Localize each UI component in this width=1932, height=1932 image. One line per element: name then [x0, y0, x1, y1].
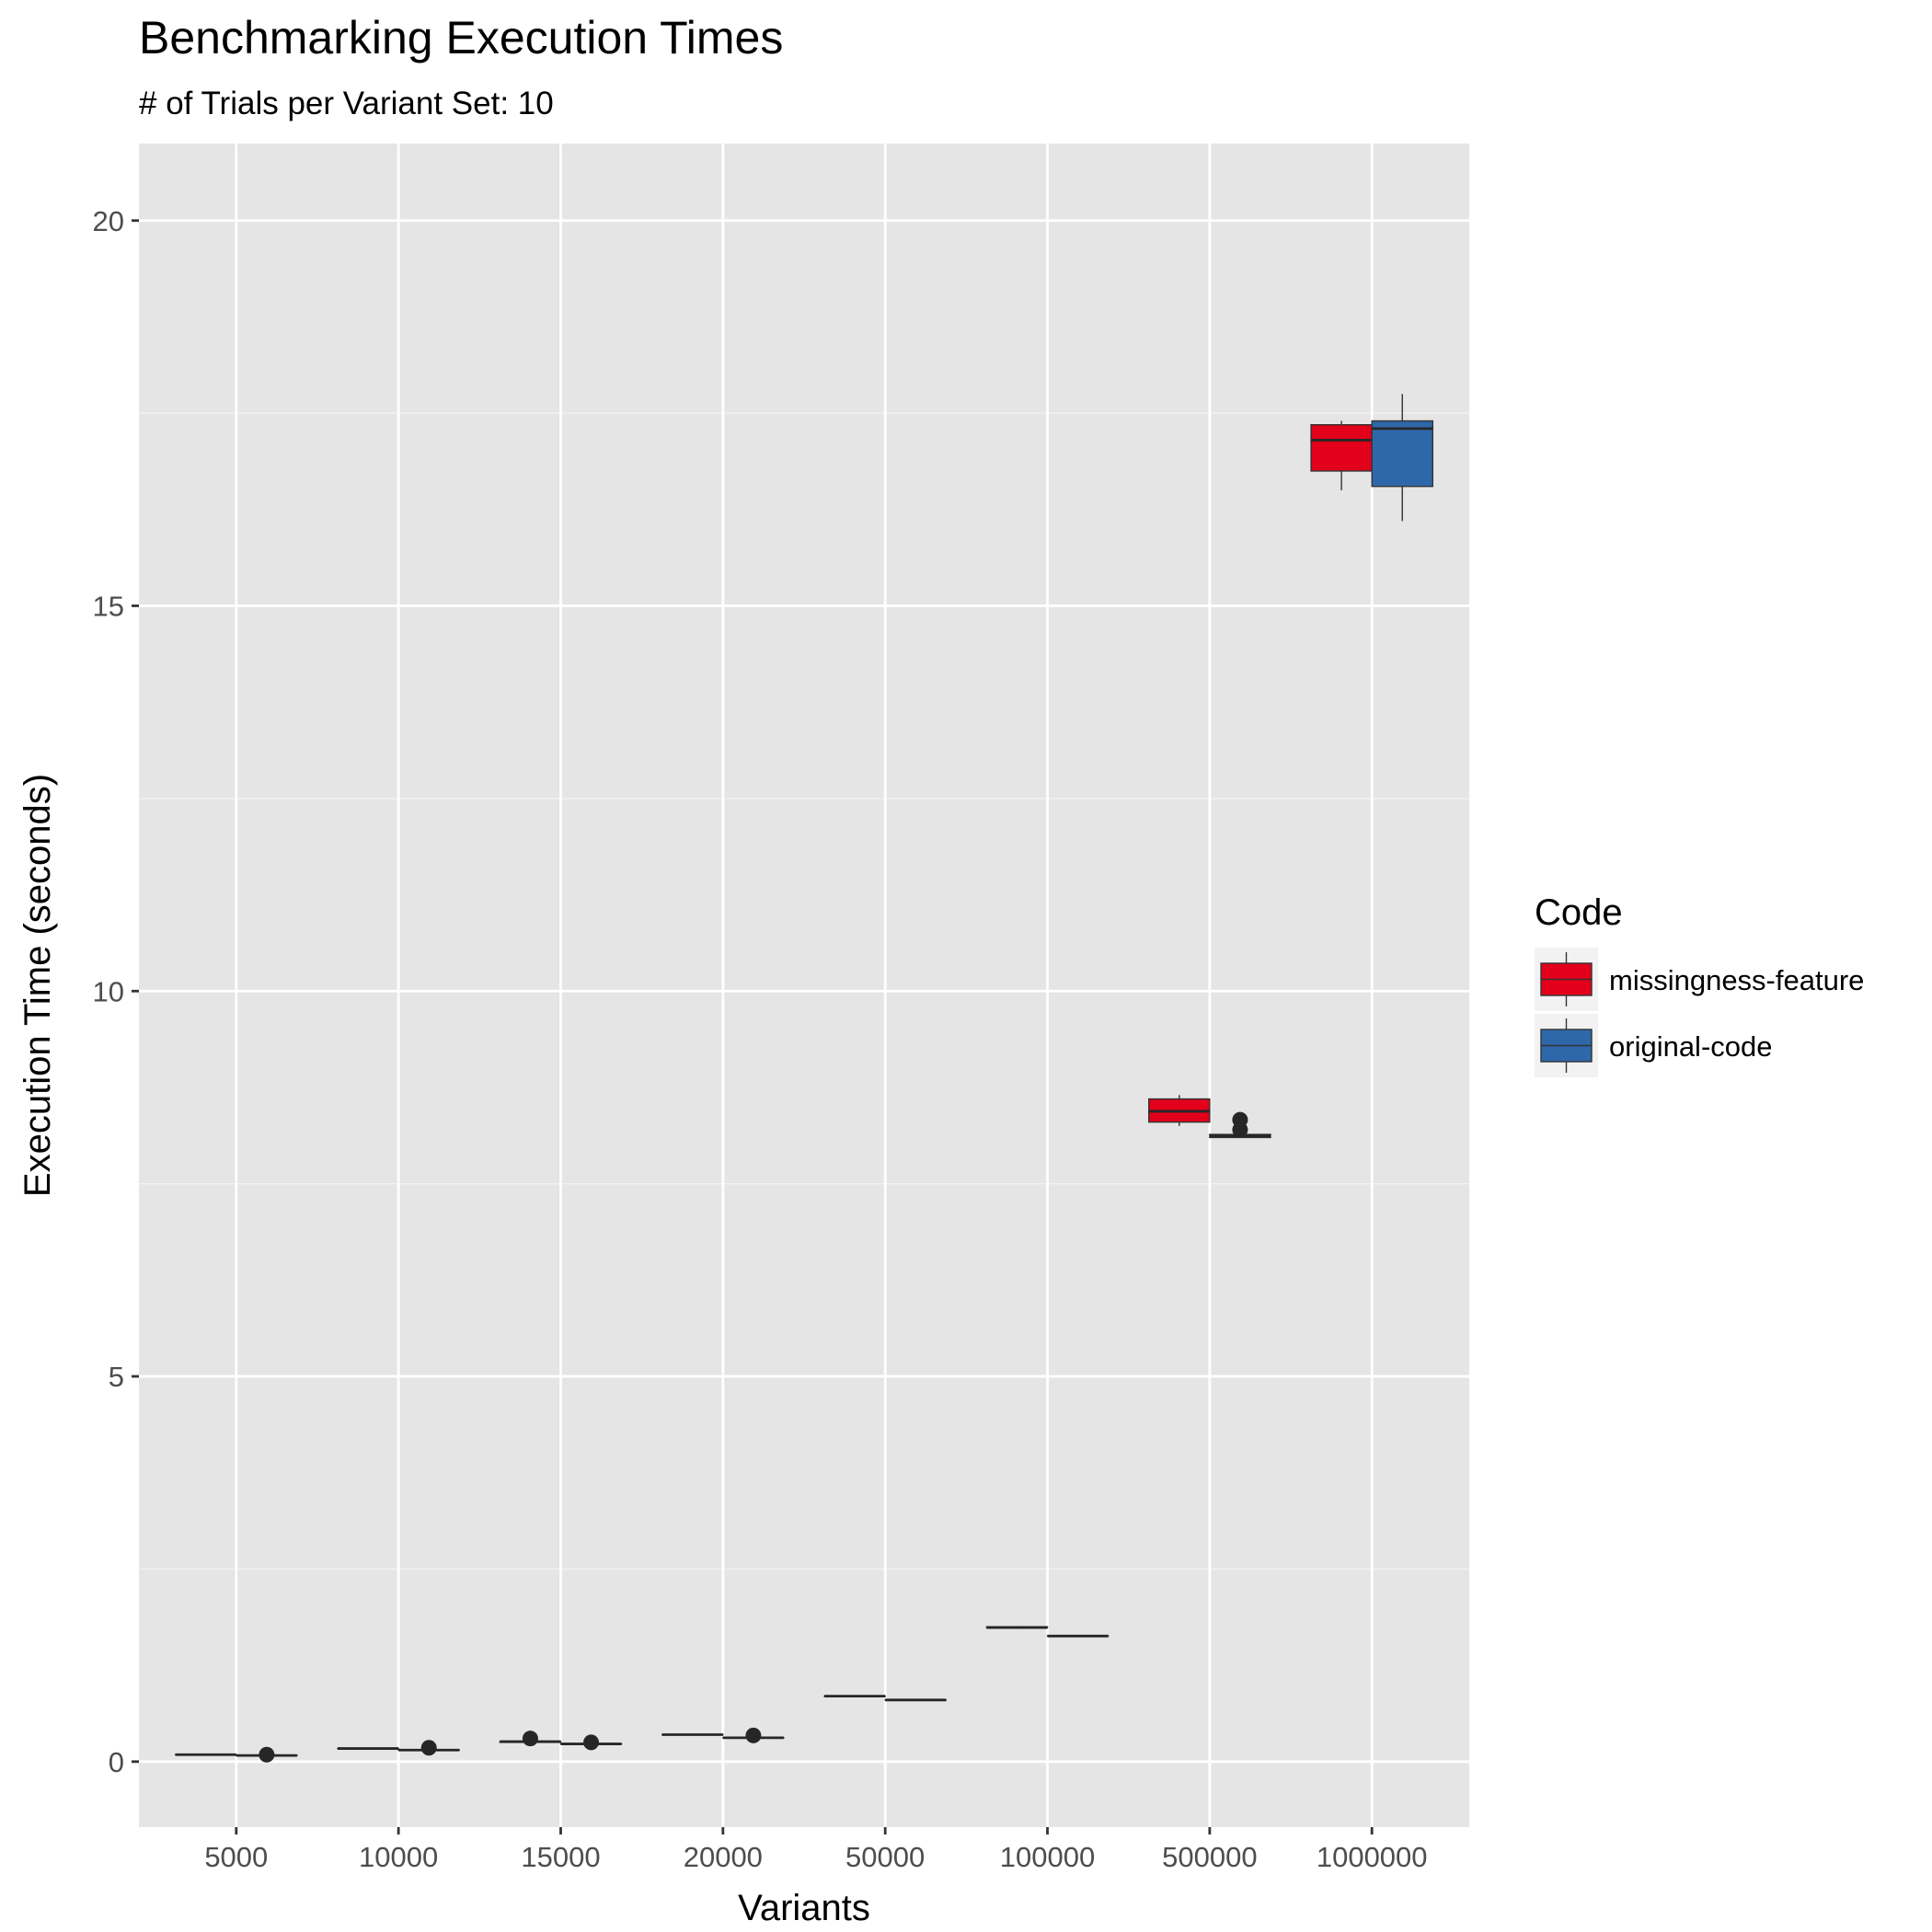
chart-title: Benchmarking Execution Times [139, 12, 783, 63]
plot-panel [139, 144, 1469, 1827]
box-outlier [1232, 1111, 1248, 1128]
y-tick-label: 15 [93, 591, 124, 623]
box-outlier [583, 1734, 600, 1751]
y-tick-label: 0 [109, 1746, 124, 1778]
legend-item: original-code [1535, 1014, 1773, 1077]
y-tick-label: 5 [109, 1361, 124, 1393]
x-axis-title: Variants [738, 1888, 870, 1928]
x-tick-label: 10000 [359, 1841, 438, 1873]
box [1371, 420, 1434, 488]
y-tick-label: 20 [93, 205, 124, 237]
series-missingness-feature [174, 420, 1373, 1756]
y-axis: 0 5 10 15 20 [93, 205, 139, 1778]
box [1310, 423, 1373, 472]
legend-title: Code [1535, 892, 1623, 933]
legend-label: missingness-feature [1609, 964, 1864, 996]
x-tick-label: 5000 [204, 1841, 268, 1873]
y-tick-label: 10 [93, 975, 124, 1007]
legend-item: missingness-feature [1535, 948, 1864, 1011]
x-tick-label: 500000 [1162, 1841, 1257, 1873]
x-tick-label: 50000 [845, 1841, 925, 1873]
x-tick-label: 1000000 [1317, 1841, 1428, 1873]
y-axis-title: Execution Time (seconds) [17, 774, 58, 1197]
legend-label: original-code [1609, 1030, 1773, 1063]
box-outlier [420, 1740, 437, 1756]
grid-lines [139, 144, 1469, 1827]
x-tick-label: 100000 [1000, 1841, 1095, 1873]
box-outlier [745, 1727, 762, 1743]
x-tick-label: 15000 [521, 1841, 600, 1873]
x-tick-label: 20000 [684, 1841, 763, 1873]
chart-subtitle: # of Trials per Variant Set: 10 [139, 86, 554, 121]
x-axis: 5000 10000 15000 20000 50000 100000 500000 1000… [204, 1827, 1428, 1873]
box-outlier [522, 1731, 538, 1747]
box-outlier [259, 1746, 275, 1763]
boxplot-series [174, 394, 1434, 1763]
series-original-code [236, 394, 1434, 1763]
legend: Code missingness-feature original-code [1535, 892, 1864, 1077]
